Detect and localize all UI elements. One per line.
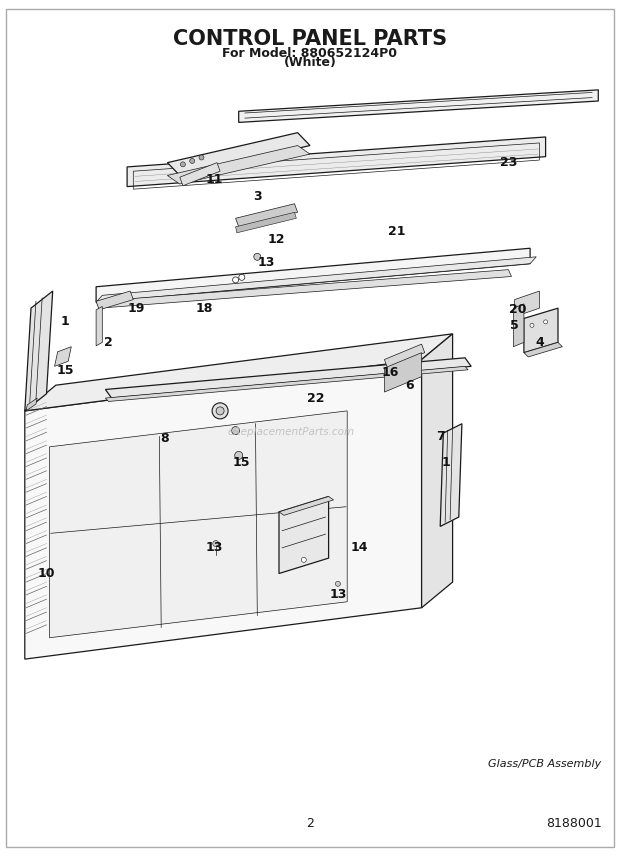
- Text: 13: 13: [205, 541, 223, 555]
- Text: 23: 23: [500, 156, 517, 169]
- Text: 13: 13: [329, 588, 347, 602]
- Text: 6: 6: [405, 378, 414, 392]
- Circle shape: [190, 158, 195, 163]
- Text: 10: 10: [38, 567, 55, 580]
- Polygon shape: [279, 496, 334, 515]
- Text: 3: 3: [253, 190, 262, 204]
- Circle shape: [232, 276, 239, 283]
- Polygon shape: [96, 306, 102, 346]
- Circle shape: [212, 403, 228, 419]
- Polygon shape: [384, 344, 425, 368]
- Text: 2: 2: [306, 817, 314, 830]
- Polygon shape: [524, 308, 558, 353]
- Polygon shape: [167, 146, 310, 184]
- Text: 8188001: 8188001: [546, 817, 601, 830]
- Polygon shape: [236, 204, 298, 227]
- Text: (White): (White): [283, 56, 337, 69]
- Circle shape: [232, 426, 239, 435]
- Circle shape: [335, 581, 340, 586]
- Polygon shape: [236, 212, 296, 233]
- Text: 7: 7: [436, 430, 445, 443]
- Text: 15: 15: [56, 364, 74, 377]
- Polygon shape: [127, 137, 546, 187]
- Polygon shape: [239, 90, 598, 122]
- Polygon shape: [25, 360, 422, 659]
- Text: 11: 11: [205, 173, 223, 187]
- Text: 8: 8: [160, 431, 169, 445]
- Text: 4: 4: [535, 336, 544, 349]
- Polygon shape: [50, 411, 347, 638]
- Polygon shape: [440, 424, 462, 526]
- Text: 14: 14: [351, 541, 368, 555]
- Circle shape: [530, 324, 534, 327]
- Polygon shape: [96, 270, 512, 308]
- Text: 19: 19: [128, 301, 145, 315]
- Polygon shape: [105, 358, 471, 398]
- Polygon shape: [513, 304, 524, 347]
- Polygon shape: [515, 291, 539, 317]
- Text: 22: 22: [308, 391, 325, 405]
- Polygon shape: [105, 366, 468, 401]
- Text: 21: 21: [388, 224, 405, 238]
- Text: CONTROL PANEL PARTS: CONTROL PANEL PARTS: [173, 28, 447, 49]
- Text: 1: 1: [61, 314, 69, 328]
- Text: For Model: 880652124P0: For Model: 880652124P0: [223, 46, 397, 60]
- Polygon shape: [180, 163, 220, 186]
- Circle shape: [239, 274, 245, 281]
- Polygon shape: [384, 353, 422, 392]
- Polygon shape: [96, 257, 536, 302]
- Polygon shape: [279, 496, 329, 574]
- Circle shape: [301, 557, 306, 562]
- Text: Glass/PCB Assembly: Glass/PCB Assembly: [488, 759, 601, 770]
- Polygon shape: [96, 248, 530, 302]
- Text: 1: 1: [442, 455, 451, 469]
- Polygon shape: [25, 291, 53, 411]
- Polygon shape: [55, 347, 71, 366]
- Polygon shape: [26, 398, 37, 411]
- Circle shape: [235, 451, 242, 460]
- Text: 12: 12: [267, 233, 285, 247]
- Text: 2: 2: [104, 336, 113, 349]
- Polygon shape: [524, 342, 562, 357]
- Text: 20: 20: [509, 303, 526, 317]
- Polygon shape: [167, 133, 310, 175]
- Polygon shape: [422, 334, 453, 608]
- Circle shape: [216, 407, 224, 415]
- Text: 5: 5: [510, 318, 519, 332]
- Polygon shape: [25, 334, 453, 411]
- Text: eReplacementParts.com: eReplacementParts.com: [228, 427, 355, 437]
- Circle shape: [199, 155, 204, 160]
- Circle shape: [544, 320, 547, 324]
- Circle shape: [213, 540, 219, 547]
- Circle shape: [254, 253, 261, 260]
- Text: 13: 13: [258, 256, 275, 270]
- Polygon shape: [96, 291, 133, 310]
- Text: 16: 16: [382, 366, 399, 379]
- Text: 15: 15: [233, 455, 250, 469]
- Circle shape: [180, 162, 185, 167]
- Text: 18: 18: [196, 301, 213, 315]
